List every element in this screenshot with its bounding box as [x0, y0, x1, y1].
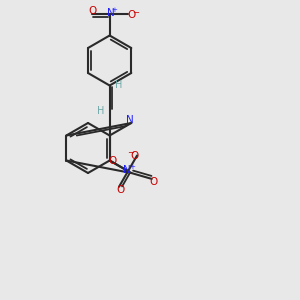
Text: O: O — [109, 157, 117, 166]
Text: N: N — [107, 8, 115, 18]
Text: +: + — [129, 164, 135, 170]
Text: −: − — [128, 148, 135, 157]
Text: O: O — [116, 185, 124, 195]
Text: O: O — [130, 151, 138, 160]
Text: H: H — [97, 106, 104, 116]
Text: O: O — [88, 6, 97, 16]
Text: O: O — [150, 177, 158, 187]
Text: O: O — [128, 10, 136, 20]
Text: H: H — [115, 80, 122, 91]
Text: N: N — [126, 115, 134, 125]
Text: +: + — [112, 7, 118, 13]
Text: −: − — [132, 8, 139, 17]
Text: N: N — [123, 165, 131, 175]
